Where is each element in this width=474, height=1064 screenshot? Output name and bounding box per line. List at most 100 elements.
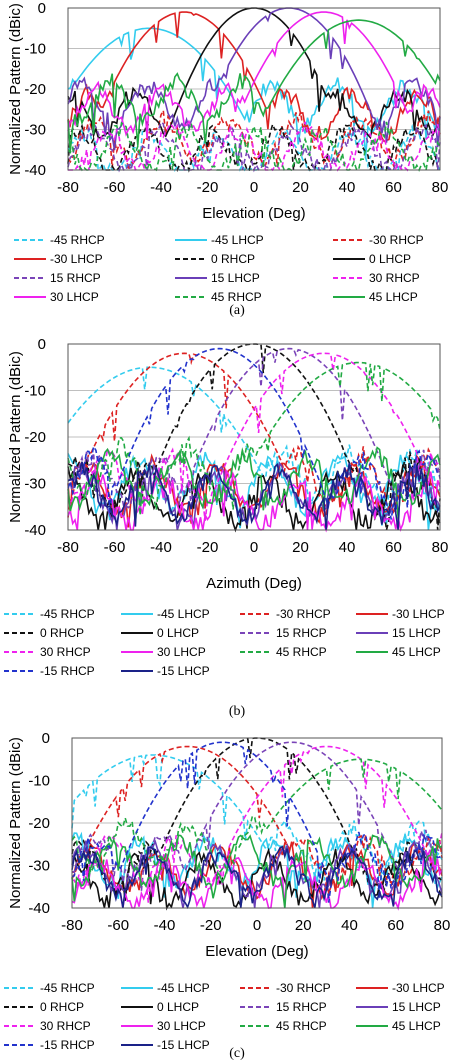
- x-tick-label: 80: [434, 917, 451, 934]
- y-tick-label: 0: [38, 336, 46, 353]
- legend-label: 15 RHCP: [50, 271, 101, 285]
- series-line: [71, 745, 443, 903]
- chart-a-svg: 0 -10 -20 -30 -40 -80 -60 -40 -20 0 20 40 60 80 Normal…: [7, 0, 449, 304]
- plot-frame: [67, 343, 441, 531]
- legend-label: 45 LHCP: [392, 1019, 441, 1033]
- legend-label: -30 LHCP: [392, 981, 445, 995]
- legend-label: 45 LHCP: [369, 290, 418, 304]
- y-axis-label: Normalized Pattern (dBic): [7, 3, 24, 175]
- x-tick-label: -40: [150, 539, 172, 556]
- legend-label: -45 RHCP: [40, 981, 95, 995]
- y-tick-label: -30: [28, 858, 50, 875]
- legend-label: 0 LHCP: [157, 1000, 199, 1014]
- legend-label: 0 LHCP: [157, 626, 199, 640]
- series-line: [67, 11, 441, 139]
- y-tick-label: -10: [24, 383, 46, 400]
- x-tick-label: -80: [61, 917, 83, 934]
- x-tick-label: 80: [432, 179, 449, 196]
- series-line: [67, 7, 441, 151]
- legend-label: -45 RHCP: [50, 233, 105, 247]
- x-tick-label: -60: [104, 179, 126, 196]
- series-line: [67, 19, 441, 152]
- legend-label: -30 LHCP: [392, 607, 445, 621]
- x-tick-label: 0: [250, 179, 258, 196]
- series-line: [67, 120, 441, 173]
- x-tick-label: 40: [339, 179, 356, 196]
- x-axis-label: Elevation (Deg): [202, 205, 305, 222]
- series-line: [67, 453, 441, 528]
- y-tick-label: -30: [24, 122, 46, 139]
- legend-label: -15 RHCP: [40, 664, 95, 678]
- legend-label: 0 LHCP: [369, 252, 411, 266]
- series-line: [71, 758, 443, 875]
- legend-label: -30 LHCP: [50, 252, 103, 266]
- chart-c-svg: 0 -10 -20 -30 -40 -80 -60 -40 -20 0 20 40 60 80 Normal…: [4, 730, 451, 1052]
- legend-label: -30 RHCP: [276, 981, 331, 995]
- series-line: [67, 27, 441, 159]
- legend-label: 15 RHCP: [276, 626, 327, 640]
- y-tick-label: -20: [28, 815, 50, 832]
- x-tick-label: -40: [150, 179, 172, 196]
- x-tick-label: -40: [154, 917, 176, 934]
- x-tick-label: -20: [197, 539, 219, 556]
- x-tick-label: 80: [432, 539, 449, 556]
- y-tick-label: 0: [42, 730, 50, 747]
- series-line: [71, 754, 443, 887]
- legend-label: -15 LHCP: [157, 1038, 210, 1050]
- x-axis-label: Elevation (Deg): [205, 943, 308, 960]
- series-line: [71, 834, 443, 909]
- x-tick-label: 20: [295, 917, 312, 934]
- y-tick-label: -10: [28, 773, 50, 790]
- legend-label: -15 LHCP: [157, 664, 210, 678]
- caption-b: (b): [228, 704, 246, 719]
- x-tick-label: 60: [387, 917, 404, 934]
- y-tick-label: -40: [28, 900, 50, 917]
- legend-label: 45 LHCP: [392, 645, 441, 659]
- legend-label: 15 LHCP: [211, 271, 260, 285]
- legend-label: 30 RHCP: [40, 1019, 91, 1033]
- series-line: [67, 446, 441, 524]
- legend-label: 0 RHCP: [211, 252, 255, 266]
- legend-label: 45 RHCP: [276, 645, 327, 659]
- legend-label: 30 RHCP: [40, 645, 91, 659]
- series-line: [67, 366, 441, 526]
- x-tick-label: 0: [253, 917, 261, 934]
- x-tick-label: -20: [200, 917, 222, 934]
- legend-label: 30 LHCP: [50, 290, 99, 304]
- chart-panel-c: 0 -10 -20 -30 -40 -80 -60 -40 -20 0 20 40 60 80 Normal…: [0, 728, 474, 1064]
- legend-label: 0 RHCP: [40, 626, 84, 640]
- plot-frame: [67, 7, 441, 171]
- y-axis-label: Normalized Pattern (dBic): [7, 737, 24, 909]
- legend-label: 0 RHCP: [40, 1000, 84, 1014]
- chart-panel-b: 0 -10 -20 -30 -40 -80 -60 -40 -20 0 20 40 60 80 Normal…: [0, 332, 474, 727]
- series-line: [67, 461, 441, 531]
- y-tick-label: -40: [24, 162, 46, 179]
- legend-label: 30 RHCP: [369, 271, 420, 285]
- x-tick-label: 40: [341, 917, 358, 934]
- series-line: [67, 120, 441, 174]
- series-line: [67, 361, 441, 516]
- chart-panel-a: 0 -10 -20 -30 -40 -80 -60 -40 -20 0 20 40 60 80 Normal…: [0, 0, 474, 330]
- legend-label: -45 LHCP: [157, 981, 210, 995]
- series-line: [68, 121, 441, 174]
- series-line: [71, 845, 443, 910]
- x-tick-label: 40: [339, 539, 356, 556]
- x-tick-label: 60: [385, 179, 402, 196]
- legend-label: -45 LHCP: [157, 607, 210, 621]
- x-tick-label: -60: [104, 539, 126, 556]
- y-tick-label: -30: [24, 476, 46, 493]
- y-tick-label: -40: [24, 522, 46, 539]
- x-tick-label: -60: [107, 917, 129, 934]
- x-tick-label: -80: [57, 539, 79, 556]
- legend-label: 30 LHCP: [157, 1019, 206, 1033]
- x-tick-label: 0: [250, 539, 258, 556]
- y-tick-label: -10: [24, 41, 46, 58]
- x-tick-label: -80: [57, 179, 79, 196]
- y-tick-label: -20: [24, 429, 46, 446]
- caption-a: (a): [229, 303, 245, 318]
- legend-label: -45 LHCP: [211, 233, 264, 247]
- legend-label: -30 RHCP: [369, 233, 424, 247]
- legend-label: 15 LHCP: [392, 626, 441, 640]
- plot-frame: [71, 737, 443, 909]
- series-line: [71, 745, 443, 889]
